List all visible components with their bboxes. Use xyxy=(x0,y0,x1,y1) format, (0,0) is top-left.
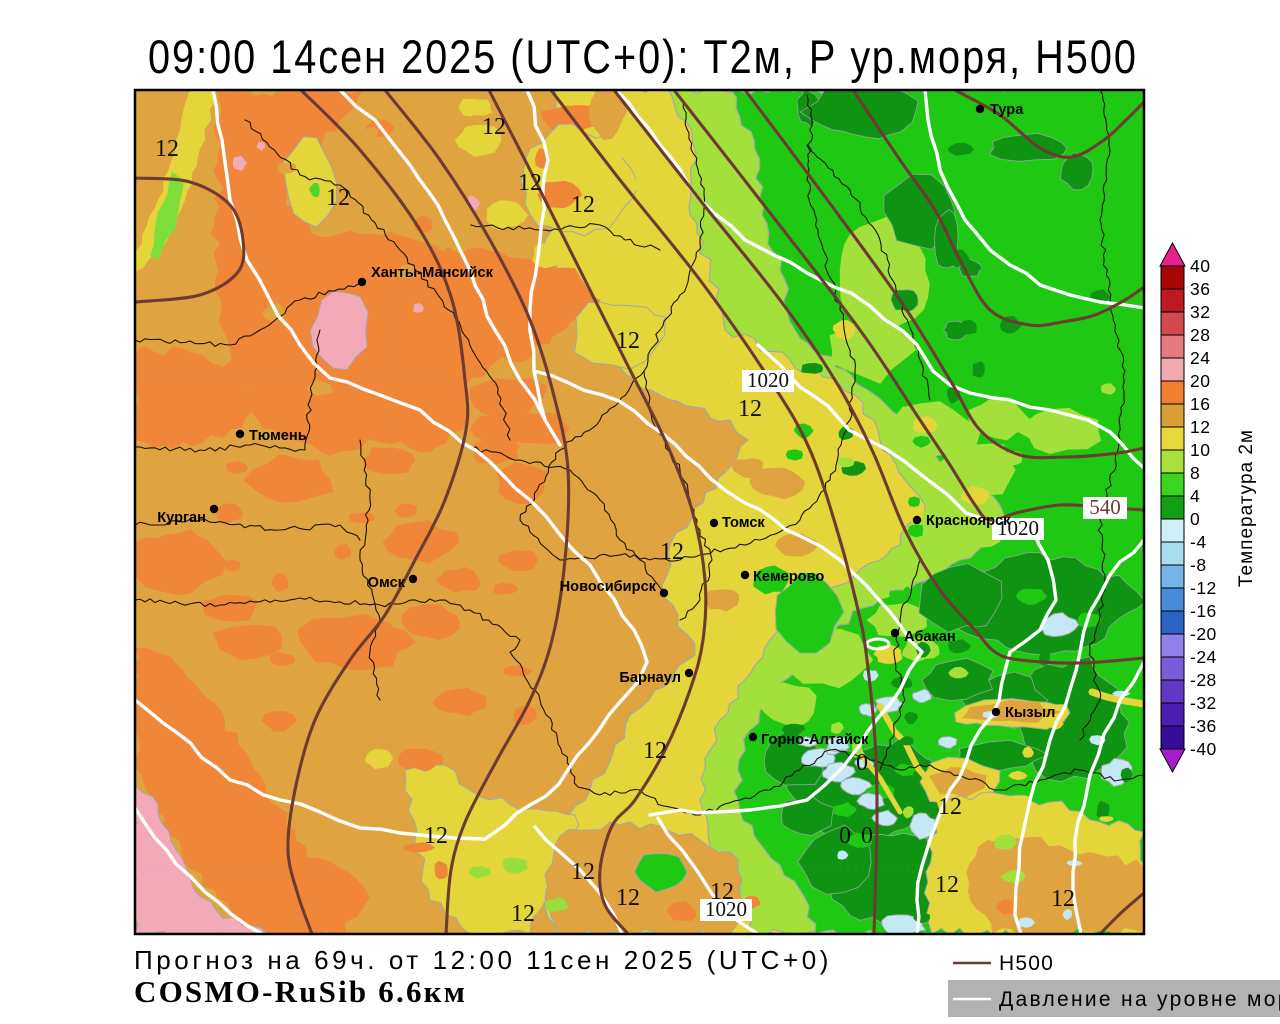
svg-text:0: 0 xyxy=(861,823,873,849)
svg-text:12: 12 xyxy=(1051,886,1075,912)
svg-text:Омск: Омск xyxy=(368,575,406,591)
svg-text:12: 12 xyxy=(643,738,667,764)
svg-text:Кемерово: Кемерово xyxy=(753,569,824,585)
svg-text:10: 10 xyxy=(1190,440,1210,460)
svg-text:12: 12 xyxy=(424,823,448,849)
svg-text:16: 16 xyxy=(1190,394,1210,414)
svg-text:-40: -40 xyxy=(1190,739,1217,759)
svg-text:Тюмень: Тюмень xyxy=(249,428,307,444)
svg-text:-4: -4 xyxy=(1190,532,1207,552)
svg-text:Ханты-Мансийск: Ханты-Мансийск xyxy=(371,265,494,281)
svg-text:12: 12 xyxy=(511,901,535,927)
svg-text:12: 12 xyxy=(1190,417,1210,437)
svg-text:20: 20 xyxy=(1190,371,1210,391)
svg-text:-24: -24 xyxy=(1190,647,1217,667)
svg-text:28: 28 xyxy=(1190,325,1210,345)
svg-text:1020: 1020 xyxy=(997,516,1039,540)
svg-text:09:00 14сен 2025 (UTC+0): Т2м,: 09:00 14сен 2025 (UTC+0): Т2м, Р ур.моря… xyxy=(148,32,1138,84)
svg-text:4: 4 xyxy=(1190,486,1200,506)
svg-text:0: 0 xyxy=(856,750,868,776)
svg-text:COSMO-RuSib 6.6км: COSMO-RuSib 6.6км xyxy=(134,974,467,1009)
svg-text:Курган: Курган xyxy=(157,510,206,526)
svg-text:12: 12 xyxy=(518,170,542,196)
svg-text:Горно-Алтайск: Горно-Алтайск xyxy=(761,732,869,748)
svg-text:-16: -16 xyxy=(1190,601,1217,621)
svg-text:Н500: Н500 xyxy=(999,952,1054,975)
svg-text:-8: -8 xyxy=(1190,555,1207,575)
svg-text:12: 12 xyxy=(938,794,962,820)
svg-text:-20: -20 xyxy=(1190,624,1217,644)
svg-text:Томск: Томск xyxy=(722,515,765,531)
svg-text:12: 12 xyxy=(482,114,506,140)
svg-text:Прогноз на 69ч. от 12:00 11сен: Прогноз на 69ч. от 12:00 11сен 2025 (UTC… xyxy=(134,945,832,975)
svg-text:Давление на уровне моря: Давление на уровне моря xyxy=(999,988,1280,1011)
svg-text:Тура: Тура xyxy=(990,102,1024,118)
svg-text:-36: -36 xyxy=(1190,716,1217,736)
svg-text:-32: -32 xyxy=(1190,693,1217,713)
svg-text:24: 24 xyxy=(1190,348,1210,368)
svg-text:Барнаул: Барнаул xyxy=(619,670,681,686)
svg-text:0: 0 xyxy=(1190,509,1200,529)
svg-text:12: 12 xyxy=(660,539,684,565)
svg-text:12: 12 xyxy=(571,192,595,218)
svg-text:36: 36 xyxy=(1190,279,1210,299)
svg-text:12: 12 xyxy=(571,859,595,885)
svg-text:12: 12 xyxy=(616,885,640,911)
svg-text:12: 12 xyxy=(155,136,179,162)
svg-text:Красноярск: Красноярск xyxy=(926,513,1011,529)
svg-text:-12: -12 xyxy=(1190,578,1217,598)
svg-text:Абакан: Абакан xyxy=(904,629,956,645)
svg-text:40: 40 xyxy=(1190,256,1210,276)
svg-text:540: 540 xyxy=(1089,495,1121,519)
svg-text:12: 12 xyxy=(738,396,762,422)
svg-text:8: 8 xyxy=(1190,463,1200,483)
svg-text:Кызыл: Кызыл xyxy=(1005,705,1055,721)
svg-text:Новосибирск: Новосибирск xyxy=(560,579,657,595)
svg-text:1020: 1020 xyxy=(705,897,747,921)
svg-text:12: 12 xyxy=(326,185,350,211)
svg-text:-28: -28 xyxy=(1190,670,1217,690)
svg-text:Температура 2м: Температура 2м xyxy=(1236,429,1257,587)
svg-text:12: 12 xyxy=(616,328,640,354)
svg-text:12: 12 xyxy=(935,872,959,898)
svg-text:0: 0 xyxy=(839,823,851,849)
svg-text:1020: 1020 xyxy=(747,368,789,392)
svg-text:32: 32 xyxy=(1190,302,1210,322)
